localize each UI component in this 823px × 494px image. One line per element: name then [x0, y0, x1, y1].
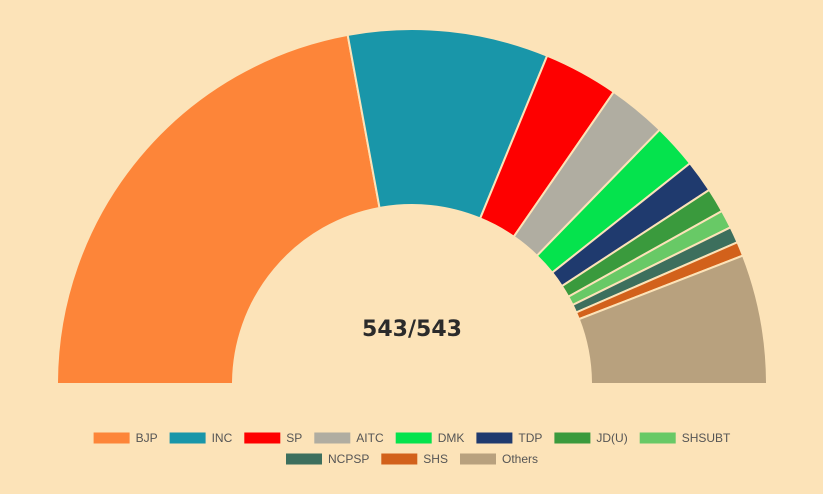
slice-bjp[interactable]	[55, 33, 381, 385]
legend-swatch-shsubt	[639, 432, 676, 444]
legend-label-inc: INC	[212, 431, 233, 445]
legend-swatch-ncpsp	[286, 453, 322, 465]
center-seat-count: 543/543	[362, 317, 462, 342]
legend-swatch-shs	[381, 453, 418, 465]
legend-item-inc[interactable]: INC	[169, 431, 233, 445]
legend-swatch-others	[460, 453, 496, 465]
chart-slices	[55, 28, 769, 385]
legend-item-bjp[interactable]: BJP	[93, 431, 158, 445]
slice-others[interactable]	[577, 254, 769, 385]
legend-label-bjp: BJP	[136, 431, 158, 445]
legend-item-sp[interactable]: SP	[244, 431, 302, 445]
legend-item-shsubt[interactable]: SHSUBT	[639, 431, 731, 445]
legend-item-ncpsp[interactable]: NCPSP	[286, 452, 369, 466]
legend-label-jd-u: JD(U)	[596, 431, 627, 445]
legend-swatch-jd-u	[554, 432, 591, 444]
legend-swatch-tdp	[476, 432, 513, 444]
legend-swatch-aitc	[314, 432, 351, 444]
legend-label-ncpsp: NCPSP	[328, 452, 369, 466]
legend-label-dmk: DMK	[438, 431, 465, 445]
legend-item-others[interactable]: Others	[460, 452, 538, 466]
legend-label-shs: SHS	[423, 452, 448, 466]
legend-label-tdp: TDP	[518, 431, 542, 445]
legend-swatch-sp	[244, 432, 281, 444]
legend-item-tdp[interactable]: TDP	[476, 431, 542, 445]
legend-item-dmk[interactable]: DMK	[395, 431, 465, 445]
legend-item-aitc[interactable]: AITC	[314, 431, 384, 445]
legend-swatch-bjp	[93, 432, 130, 444]
legend-label-sp: SP	[286, 431, 302, 445]
chart-legend: BJP INC SP AITC DMK TDP JD(U) SHSUBT NCPSP SHS Oth…	[93, 431, 731, 466]
legend-label-aitc: AITC	[356, 431, 384, 445]
legend-swatch-dmk	[395, 432, 432, 444]
legend-label-shsubt: SHSUBT	[682, 431, 731, 445]
legend-swatch-inc	[169, 432, 206, 444]
legend-label-others: Others	[502, 452, 538, 466]
legend-item-shs[interactable]: SHS	[381, 452, 448, 466]
legend-item-jd-u[interactable]: JD(U)	[554, 431, 628, 445]
